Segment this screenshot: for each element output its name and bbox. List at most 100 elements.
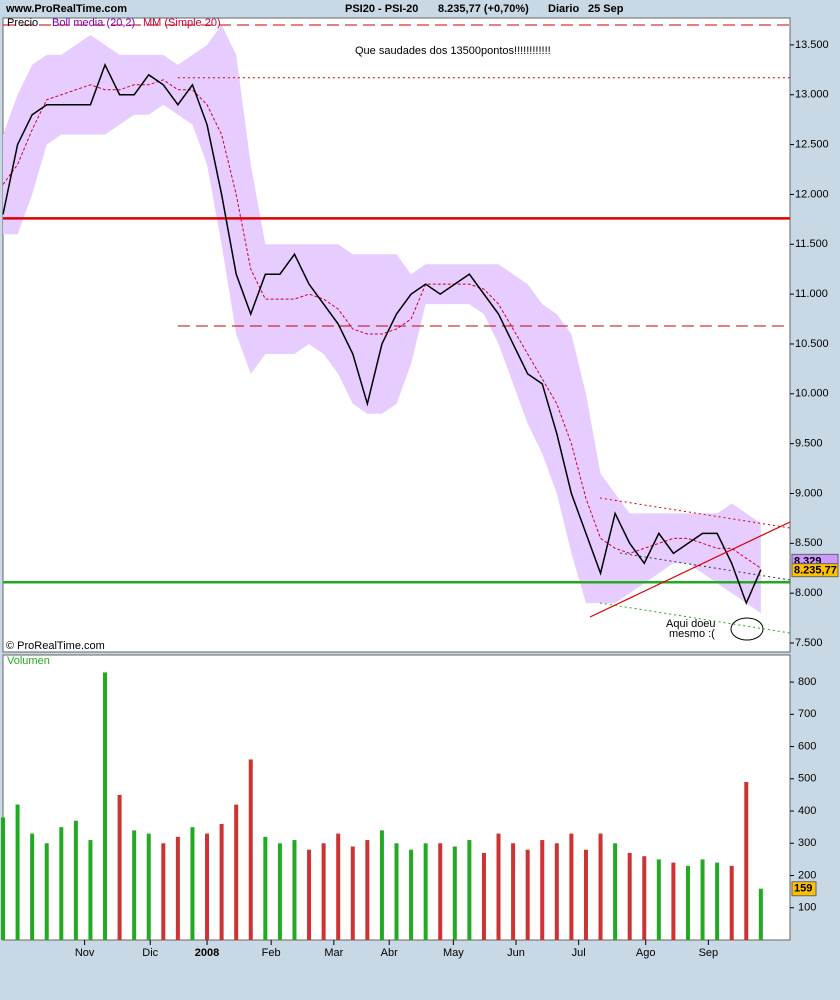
volume-bar: [379, 830, 384, 940]
y-tick-label: 100: [798, 902, 816, 914]
volume-label-box: [791, 881, 817, 897]
bollinger-band: [3, 24, 761, 614]
volume-bar: [30, 833, 35, 940]
volume-bar: [132, 830, 137, 940]
price-label: 8.235,77: [794, 565, 837, 577]
volume-bar: [467, 840, 472, 940]
volume-bar: [583, 849, 588, 940]
volume-label: 159: [794, 883, 812, 895]
x-tick-label: Nov: [75, 947, 95, 959]
trend-line: [619, 552, 791, 581]
legend-price: Precio: [7, 17, 38, 29]
trend-line: [599, 602, 791, 634]
volume-bar: [292, 840, 297, 940]
site: www.ProRealTime.com: [5, 3, 127, 15]
y-tick-label: 9.500: [795, 438, 823, 450]
volume-bar: [44, 843, 49, 940]
volume-bar: [554, 843, 559, 940]
x-tick-label: May: [443, 947, 464, 959]
y-tick-label: 12.000: [795, 188, 829, 200]
volume-bar: [234, 804, 239, 940]
volume-bar: [263, 836, 268, 940]
volume-bar: [307, 849, 312, 940]
volume-bar: [350, 846, 355, 940]
y-tick-label: 11.000: [795, 288, 828, 300]
period: Diario: [548, 3, 579, 15]
volume-bar: [715, 862, 720, 940]
volume-bar: [423, 843, 428, 940]
volume-bar: [656, 859, 661, 940]
x-tick-label: 2008: [195, 947, 219, 959]
price-line: [2, 62, 762, 606]
volume-bar: [540, 840, 545, 940]
volume-bar: [729, 865, 734, 940]
volume-bar: [598, 833, 603, 940]
volume-bar: [88, 840, 93, 940]
y-tick-label: 8.000: [795, 587, 823, 599]
y-tick-label: 600: [798, 740, 816, 752]
x-tick-label: Feb: [262, 947, 281, 959]
volume-bar: [685, 865, 690, 940]
volume-title: Volumen: [7, 655, 50, 667]
volume-bar: [365, 840, 370, 940]
volume-bar: [394, 843, 399, 940]
price-line: [2, 79, 762, 569]
volume-bar: [59, 827, 64, 940]
volume-bar: [569, 833, 574, 940]
volume-bar: [117, 794, 122, 940]
volume-bar: [525, 849, 530, 940]
y-tick-label: 10.000: [795, 388, 829, 400]
trend-line: [589, 521, 791, 618]
volume-bar: [642, 856, 647, 940]
y-tick-label: 300: [798, 837, 816, 849]
copyright: © ProRealTime.com: [6, 640, 105, 652]
volume-bar: [481, 852, 486, 940]
volume-bar: [161, 843, 166, 940]
y-tick-label: 7.500: [795, 637, 823, 649]
trend-line: [599, 497, 791, 529]
volume-bar: [73, 820, 78, 940]
y-tick-label: 13.500: [795, 39, 829, 51]
y-tick-label: 700: [798, 708, 816, 720]
x-tick-label: Ago: [636, 947, 656, 959]
volume-bar: [15, 804, 20, 940]
y-tick-label: 12.500: [795, 139, 829, 151]
x-tick-label: Mar: [324, 947, 343, 959]
volume-bar: [438, 843, 443, 940]
volume-bar: [758, 888, 763, 940]
x-tick-label: Dic: [142, 947, 158, 959]
volume-bar: [277, 843, 282, 940]
volume-bar: [146, 833, 151, 940]
y-tick-label: 800: [798, 676, 816, 688]
y-tick-label: 8.500: [795, 537, 823, 549]
volume-bar: [321, 843, 326, 940]
volume-bar: [1, 817, 5, 940]
instrument: PSI20 - PSI-20: [345, 3, 418, 15]
legend-boll: Boll media (20,2): [52, 17, 135, 29]
volume-bar: [175, 836, 180, 940]
y-tick-label: 200: [798, 869, 816, 881]
volume-bar: [452, 846, 457, 940]
volume-bar: [409, 849, 414, 940]
x-tick-label: Jun: [507, 947, 525, 959]
y-tick-label: 11.500: [795, 238, 828, 250]
quote: 8.235,77 (+0,70%): [438, 3, 529, 15]
volume-bar: [627, 852, 632, 940]
volume-bar: [248, 759, 253, 940]
volume-bar: [205, 833, 210, 940]
volume-bar: [336, 833, 341, 940]
annotation: Que saudades dos 13500pontos!!!!!!!!!!!!: [355, 45, 551, 57]
y-tick-label: 13.000: [795, 89, 829, 101]
volume-bar: [700, 859, 705, 940]
volume-bar: [511, 843, 516, 940]
y-tick-label: 400: [798, 805, 816, 817]
date: 25 Sep: [588, 3, 624, 15]
price-label-box: [791, 563, 839, 578]
y-tick-label: 10.500: [795, 338, 829, 350]
annotation: Aqui doeu: [666, 618, 716, 630]
x-tick-label: Jul: [572, 947, 586, 959]
y-tick-label: 9.000: [795, 487, 823, 499]
x-tick-label: Abr: [381, 947, 398, 959]
